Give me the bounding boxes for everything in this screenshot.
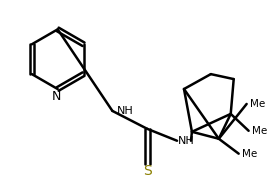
Text: Me: Me [242,149,257,159]
Text: S: S [143,163,151,178]
Text: NH: NH [178,136,195,146]
Text: N: N [52,91,61,104]
Text: NH: NH [117,106,134,116]
Text: Me: Me [250,99,265,109]
Text: Me: Me [252,126,267,136]
